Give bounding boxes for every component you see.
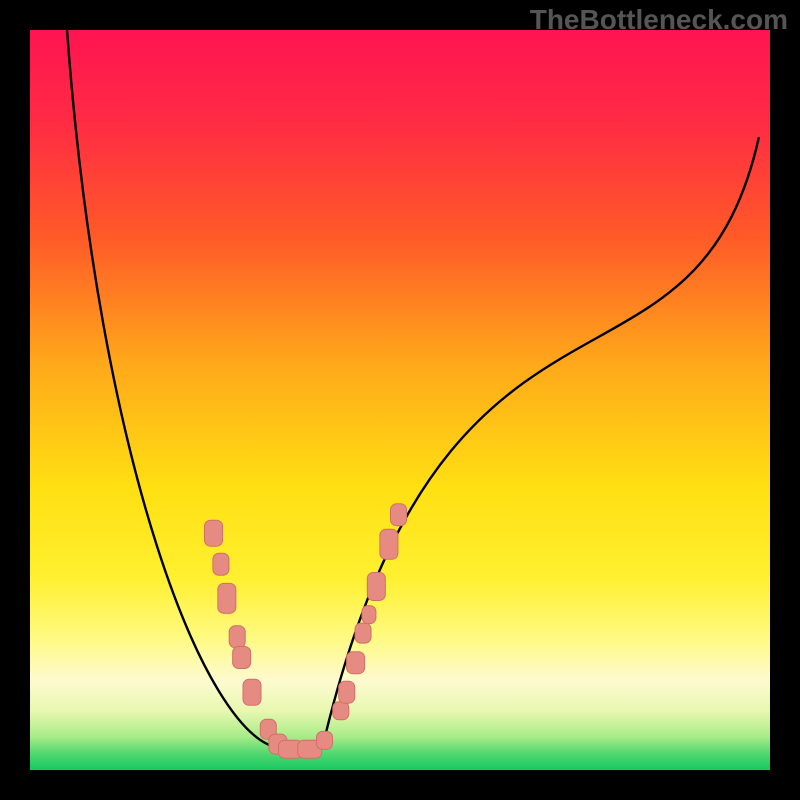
- watermark-text: TheBottleneck.com: [530, 4, 788, 36]
- data-marker: [367, 572, 385, 600]
- data-marker: [391, 504, 407, 526]
- data-marker: [218, 583, 236, 613]
- data-marker: [380, 529, 398, 559]
- data-marker: [205, 520, 223, 546]
- data-marker: [213, 553, 229, 575]
- data-marker: [317, 731, 333, 749]
- bottleneck-curve: [67, 30, 759, 748]
- data-marker: [355, 623, 371, 643]
- data-marker: [362, 606, 376, 624]
- data-marker: [339, 681, 355, 703]
- data-marker: [243, 679, 261, 705]
- data-marker: [347, 652, 365, 674]
- data-marker: [233, 647, 251, 669]
- data-marker: [333, 702, 349, 720]
- plot-area: [30, 30, 770, 770]
- chart-svg: [30, 30, 770, 770]
- data-marker: [229, 626, 245, 648]
